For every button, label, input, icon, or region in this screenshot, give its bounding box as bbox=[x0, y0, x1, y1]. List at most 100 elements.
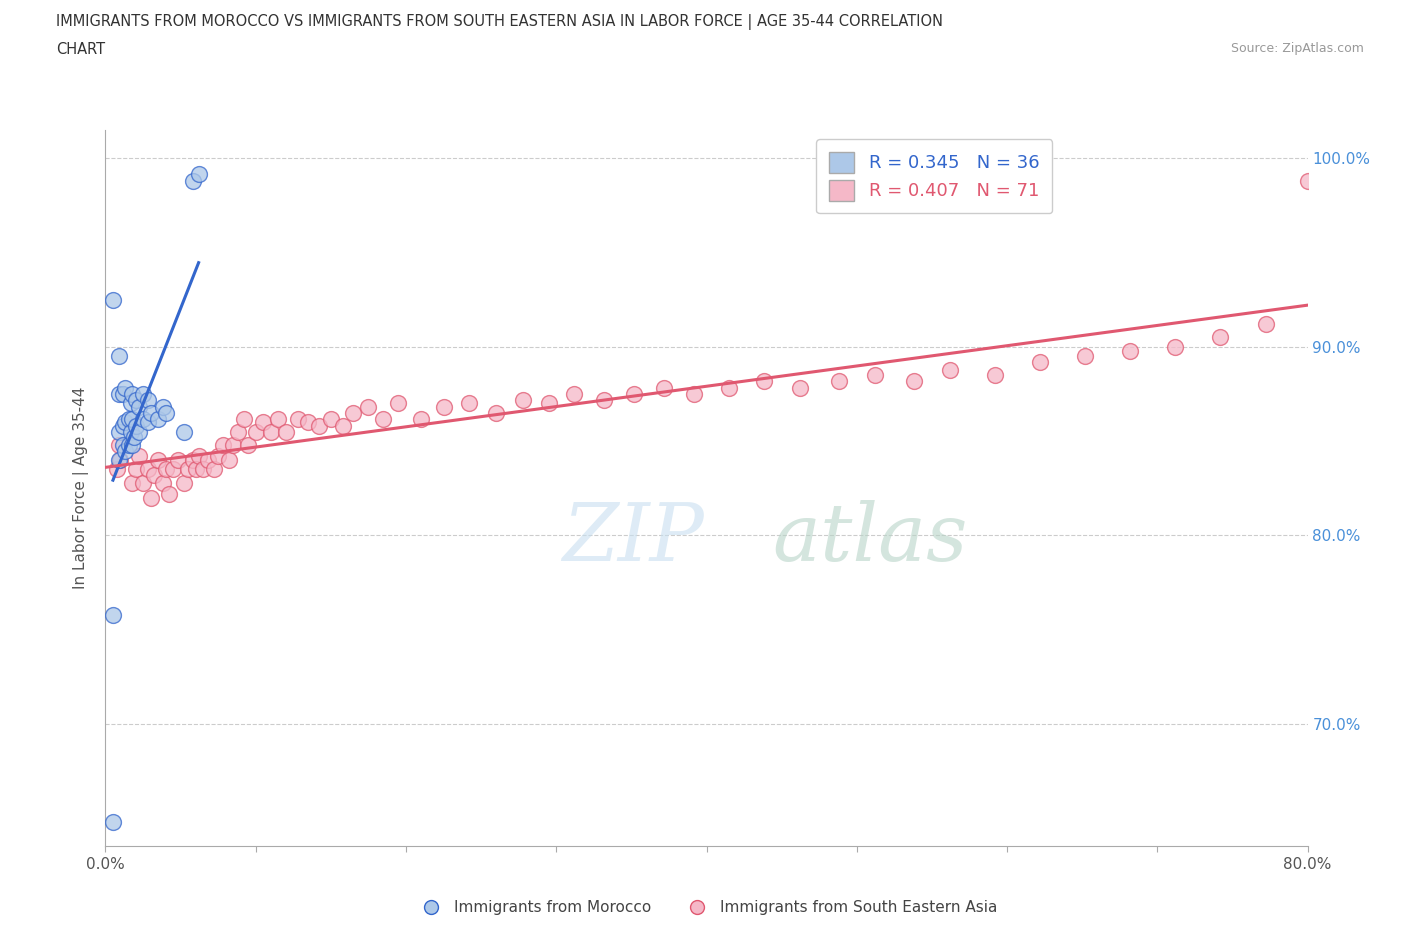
Point bbox=[121, 437, 143, 452]
Point bbox=[136, 462, 159, 477]
Point bbox=[1254, 317, 1277, 332]
Point bbox=[181, 174, 204, 189]
Point bbox=[232, 411, 254, 426]
Point bbox=[458, 396, 481, 411]
Point bbox=[218, 453, 240, 468]
Point bbox=[132, 387, 155, 402]
Point bbox=[226, 424, 249, 439]
Point bbox=[432, 400, 454, 415]
Point bbox=[287, 411, 309, 426]
Point bbox=[155, 462, 177, 477]
Point bbox=[718, 381, 741, 396]
Text: Source: ZipAtlas.com: Source: ZipAtlas.com bbox=[1230, 42, 1364, 55]
Point bbox=[187, 166, 209, 181]
Point bbox=[108, 424, 131, 439]
Point bbox=[152, 475, 174, 490]
Point bbox=[112, 387, 135, 402]
Point bbox=[166, 453, 188, 468]
Point bbox=[108, 349, 131, 364]
Point bbox=[187, 449, 209, 464]
Point bbox=[260, 424, 283, 439]
Legend: Immigrants from Morocco, Immigrants from South Eastern Asia: Immigrants from Morocco, Immigrants from… bbox=[409, 894, 1004, 921]
Point bbox=[828, 374, 851, 389]
Text: IMMIGRANTS FROM MOROCCO VS IMMIGRANTS FROM SOUTH EASTERN ASIA IN LABOR FORCE | A: IMMIGRANTS FROM MOROCCO VS IMMIGRANTS FR… bbox=[56, 14, 943, 30]
Point bbox=[387, 396, 409, 411]
Point bbox=[308, 418, 330, 433]
Point bbox=[181, 453, 204, 468]
Point bbox=[211, 437, 233, 452]
Point bbox=[903, 374, 925, 389]
Point bbox=[136, 392, 159, 407]
Text: ZIP: ZIP bbox=[562, 499, 704, 578]
Point bbox=[207, 449, 229, 464]
Point bbox=[112, 418, 135, 433]
Point bbox=[124, 392, 146, 407]
Point bbox=[177, 462, 200, 477]
Point bbox=[297, 415, 319, 430]
Point bbox=[108, 437, 131, 452]
Point bbox=[132, 411, 155, 426]
Point bbox=[155, 405, 177, 420]
Point bbox=[124, 418, 146, 433]
Point bbox=[1296, 174, 1319, 189]
Point bbox=[238, 437, 260, 452]
Point bbox=[789, 381, 811, 396]
Point bbox=[162, 462, 184, 477]
Point bbox=[120, 424, 142, 439]
Point bbox=[112, 437, 135, 452]
Point bbox=[114, 381, 136, 396]
Point bbox=[1164, 339, 1187, 354]
Point bbox=[245, 424, 267, 439]
Point bbox=[101, 292, 124, 307]
Point bbox=[342, 405, 364, 420]
Point bbox=[173, 424, 195, 439]
Point bbox=[101, 815, 124, 830]
Point bbox=[184, 462, 207, 477]
Point bbox=[623, 387, 645, 402]
Point bbox=[152, 400, 174, 415]
Point bbox=[252, 415, 274, 430]
Point bbox=[114, 415, 136, 430]
Point bbox=[124, 462, 146, 477]
Point bbox=[128, 400, 150, 415]
Point bbox=[108, 453, 131, 468]
Point bbox=[121, 411, 143, 426]
Y-axis label: In Labor Force | Age 35-44: In Labor Force | Age 35-44 bbox=[73, 387, 90, 590]
Point bbox=[332, 418, 354, 433]
Point bbox=[863, 367, 886, 382]
Point bbox=[267, 411, 290, 426]
Point bbox=[222, 437, 245, 452]
Point bbox=[197, 453, 219, 468]
Point bbox=[120, 396, 142, 411]
Point bbox=[121, 475, 143, 490]
Point bbox=[101, 607, 124, 622]
Point bbox=[110, 453, 132, 468]
Point bbox=[157, 486, 180, 501]
Point bbox=[373, 411, 395, 426]
Point bbox=[122, 430, 145, 445]
Point bbox=[128, 424, 150, 439]
Point bbox=[1029, 354, 1052, 369]
Point bbox=[146, 453, 169, 468]
Point bbox=[654, 381, 676, 396]
Point bbox=[142, 468, 165, 483]
Point bbox=[146, 411, 169, 426]
Point bbox=[139, 405, 162, 420]
Point bbox=[118, 437, 141, 452]
Point bbox=[562, 387, 585, 402]
Text: atlas: atlas bbox=[773, 499, 967, 578]
Point bbox=[1209, 330, 1232, 345]
Point bbox=[683, 387, 706, 402]
Point bbox=[537, 396, 560, 411]
Point bbox=[357, 400, 380, 415]
Point bbox=[108, 387, 131, 402]
Point bbox=[107, 462, 129, 477]
Point bbox=[512, 392, 534, 407]
Point bbox=[1074, 349, 1097, 364]
Point bbox=[132, 475, 155, 490]
Point bbox=[1119, 343, 1142, 358]
Point bbox=[173, 475, 195, 490]
Point bbox=[984, 367, 1007, 382]
Point bbox=[485, 405, 508, 420]
Point bbox=[409, 411, 432, 426]
